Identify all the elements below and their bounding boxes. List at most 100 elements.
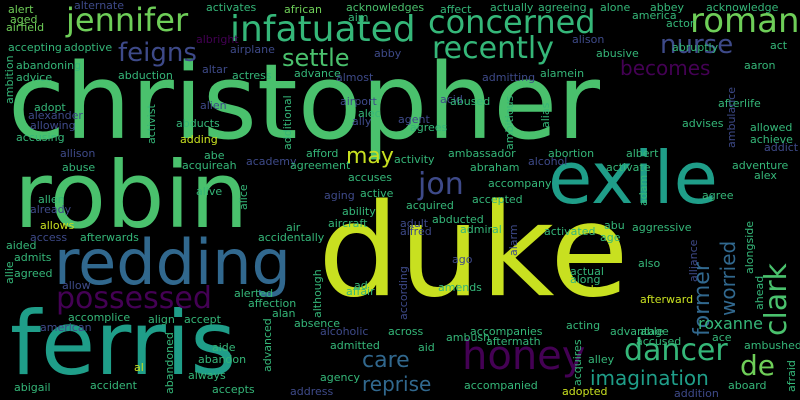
word-additional: additional (281, 95, 294, 150)
word-abigail: abigail (14, 381, 51, 394)
word-actual: actual (570, 265, 604, 278)
word-feigns: feigns (118, 38, 197, 68)
word-act: act (770, 39, 788, 52)
word-acquires: acquires (571, 339, 584, 386)
word-concerned: concerned (428, 3, 596, 41)
word-advises: advises (682, 117, 724, 130)
word-ad: ad (354, 279, 368, 292)
word-ago: ago (452, 253, 473, 266)
word-honey: honey (462, 333, 586, 379)
word-afford: afford (306, 147, 339, 160)
word-afterwards: afterwards (80, 231, 139, 244)
word-able: able (640, 325, 664, 338)
word-jon: jon (418, 167, 464, 202)
word-alerted: alerted (234, 287, 274, 300)
word-ambushed: ambushed (744, 339, 800, 352)
word-accomplice: accomplice (68, 311, 131, 324)
word-adding: adding (180, 133, 218, 146)
word-age: age (600, 231, 621, 244)
word-roman: roman (690, 1, 800, 41)
word-abandoning: abandoning (16, 59, 82, 72)
word-altar: altar (202, 63, 228, 76)
word-becomes: becomes (620, 56, 711, 80)
word-already: already (30, 203, 72, 216)
word-worried: worried (716, 240, 740, 316)
word-afterward: afterward (640, 293, 694, 306)
word-adult: adult (400, 217, 429, 230)
word-ambitious: ambitious (503, 95, 516, 150)
word-abraham: abraham (470, 161, 520, 174)
word-always: always (188, 369, 226, 382)
word-aging: aging (324, 189, 355, 202)
word-robin: robin (14, 142, 249, 249)
word-agreeing: agreeing (538, 1, 587, 14)
word-across: across (388, 325, 424, 338)
word-alpha: alpha (574, 283, 605, 296)
word-airfield: airfield (6, 21, 45, 34)
word-recently: recently (432, 31, 554, 66)
word-agrees: agrees (410, 121, 448, 134)
word-redding: redding (54, 226, 291, 299)
word-agreement: agreement (290, 159, 351, 172)
word-ambassador: ambassador (448, 147, 516, 160)
word-abusive: abusive (596, 47, 639, 60)
word-activity: activity (394, 153, 435, 166)
word-acquireah: acquireah (182, 159, 237, 172)
word-activate: activate (606, 161, 651, 174)
word-albert: albert (626, 147, 659, 160)
word-activated: activated (544, 225, 596, 238)
word-alec: alec (358, 107, 381, 120)
word-alex: alex (754, 169, 777, 182)
word-adopted: adopted (562, 385, 608, 398)
word-may: may (346, 144, 394, 169)
word-aaron: aaron (744, 59, 776, 72)
word-aboard: aboard (728, 379, 767, 392)
word-address: address (290, 385, 334, 398)
word-absence: absence (294, 317, 341, 330)
word-aided: aided (6, 239, 37, 252)
word-al: al (134, 361, 144, 374)
word-abortion: abortion (548, 147, 595, 160)
word-accused: accused (636, 335, 682, 348)
word-agreed: agreed (14, 267, 53, 280)
word-abducts: abducts (176, 117, 220, 130)
word-alan: alan (272, 307, 296, 320)
word-advice: advice (16, 71, 53, 84)
word-ace: ace (712, 331, 732, 344)
word-accepts: accepts (212, 383, 255, 396)
word-accompanies: accompanies (470, 325, 543, 338)
word-accuses: accuses (348, 171, 393, 184)
word-aftermath: aftermath (486, 335, 541, 348)
word-aged: aged (10, 13, 38, 26)
word-although: although (311, 269, 324, 318)
word-abandoned: abandoned (163, 332, 176, 394)
word-afraid: afraid (785, 360, 798, 392)
word-accident: accident (90, 379, 137, 392)
word-alongside: alongside (743, 220, 756, 274)
word-actor: actor (666, 17, 695, 30)
word-almost: almost (336, 71, 374, 84)
word-affect: affect (440, 3, 472, 16)
word-afterlife: afterlife (718, 97, 761, 110)
word-reprise: reprise (362, 372, 432, 396)
word-accepting: accepting (8, 41, 62, 54)
word-ambition: ambition (3, 55, 16, 104)
word-alcohol: alcohol (528, 155, 568, 168)
word-airplane: airplane (230, 43, 275, 56)
word-jennifer: jennifer (66, 1, 189, 39)
word-activates: activates (206, 1, 257, 14)
word-exile: exile (548, 136, 718, 220)
word-advance: advance (294, 67, 341, 80)
word-roxanne: roxanne (698, 314, 763, 333)
word-adventure: adventure (732, 159, 789, 172)
word-abuse: abuse (62, 161, 96, 174)
word-alfred: alfred (400, 225, 432, 238)
word-allison: allison (60, 147, 96, 160)
word-abruptly: abruptly (672, 41, 719, 54)
word-along: along (570, 273, 601, 286)
word-possessed: possessed (56, 281, 212, 316)
word-dancer: dancer (624, 333, 728, 368)
word-alison: alison (572, 33, 605, 46)
word-abby: abby (374, 47, 402, 60)
